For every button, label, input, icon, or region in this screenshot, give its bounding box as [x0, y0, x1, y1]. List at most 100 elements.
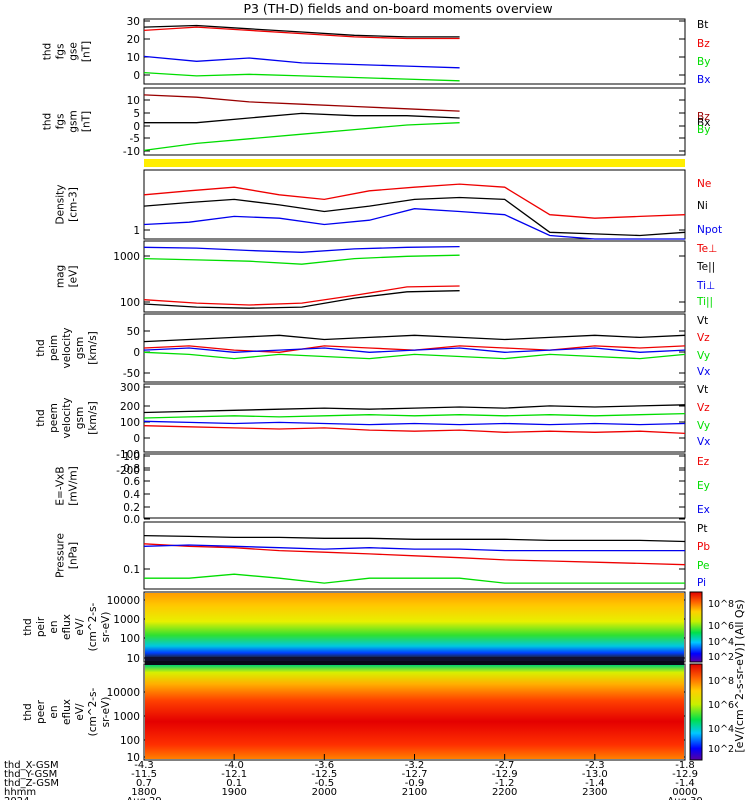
colorbar-label: [eV/(cm^2-s-sr-eV)] (All Qs) — [733, 599, 746, 752]
series-fgs-gsm-By — [143, 122, 460, 152]
panel-frame — [143, 169, 686, 240]
x-tick-label: -1.4 — [675, 778, 695, 789]
series-temperature-Te⊥ — [143, 285, 460, 306]
y-tick-label: 10000 — [107, 687, 140, 699]
y-tick-label: 0 — [133, 121, 140, 133]
x-tick-label: 0000 — [672, 787, 697, 798]
x-tick-label: -3.6 — [315, 760, 335, 771]
series-fgs-gsm-Bz — [143, 94, 460, 112]
legend-By: By — [697, 56, 710, 68]
legend-Vy: Vy — [697, 420, 710, 432]
y-tick-label: 1 — [133, 225, 140, 237]
x-tick-label: 2300 — [582, 787, 607, 798]
legend-Ti⊥: Ti⊥ — [696, 280, 715, 292]
legend-Pb: Pb — [697, 541, 710, 553]
legend-Ey: Ey — [697, 480, 710, 492]
y-axis-label: [nPa] — [68, 542, 80, 569]
x-tick-label: -1.2 — [495, 778, 515, 789]
x-tick-label: Aug 30 — [667, 796, 702, 800]
panel-frame — [143, 521, 686, 590]
series-peim-velocity-Vx — [143, 347, 686, 353]
series-fgs-gse-Bz — [143, 26, 460, 40]
x-row-label: hhmm — [4, 787, 36, 798]
y-tick-label: 0.1 — [123, 564, 140, 576]
x-tick-label: -12.9 — [672, 769, 698, 780]
chart-title: P3 (TH-D) fields and on-board moments ov… — [243, 1, 552, 16]
panel-fgs-gse: 30 20 10 0 thd fgs gse [nT] Bt Bz By Bx — [42, 16, 711, 86]
y-tick-label: -200 — [116, 465, 140, 477]
colorbar-bottom — [689, 663, 703, 761]
y-tick-label: 10 — [127, 95, 140, 107]
x-tick-label: -1.4 — [585, 778, 605, 789]
y-tick-label: 300 — [120, 382, 140, 394]
y-tick-label: 100 — [120, 297, 140, 309]
series-fgs-gsm-Bx — [144, 112, 460, 124]
x-tick-label: Aug 29 — [126, 796, 161, 800]
x-tick-label: -12.1 — [221, 769, 247, 780]
y-tick-label: 1000 — [113, 251, 140, 263]
panel-density: 1 Density [cm-3] Ne Ni Npot — [55, 169, 722, 240]
y-axis-label: eV/ — [74, 703, 86, 721]
panel-frame — [143, 383, 686, 453]
spectrogram-peer — [145, 665, 684, 759]
y-axis-label: (cm^2-s- — [87, 602, 99, 651]
panel-frame — [143, 18, 686, 85]
legend-Pe: Pe — [697, 560, 709, 572]
y-tick-label: 0 — [133, 433, 140, 445]
x-tick-label: -12.9 — [492, 769, 518, 780]
x-tick-label: 0.7 — [136, 778, 152, 789]
y-axis-label: velocity — [61, 397, 73, 438]
series-peem-velocity-Vt — [143, 404, 686, 414]
legend-Te⊥: Te⊥ — [696, 243, 717, 255]
series-peem-velocity-Vy — [143, 412, 686, 419]
y-axis-label: gsm — [74, 407, 86, 429]
legend-Te||: Te|| — [696, 261, 715, 273]
series-temperature-Te|| — [143, 290, 460, 309]
series-temperature-Ti|| — [143, 254, 460, 265]
y-tick-label: 30 — [127, 16, 140, 28]
y-axis-label: eV/ — [74, 618, 86, 636]
y-axis-label: velocity — [61, 327, 73, 368]
x-row-label: thd_Y-GSM — [4, 769, 57, 780]
series-density-Ne — [143, 183, 686, 219]
y-tick-label: 10 — [127, 52, 140, 64]
x-tick-label: 1900 — [221, 787, 246, 798]
x-tick-label: -0.9 — [405, 778, 425, 789]
y-axis-label: sr-eV) — [100, 612, 112, 643]
colorbar-tick-label: 10^2 — [708, 652, 734, 663]
y-axis-label: Pressure — [55, 533, 67, 578]
x-tick-label: -2.3 — [585, 760, 605, 771]
legend-Bz: Bz — [697, 111, 710, 123]
legend-Vt: Vt — [697, 315, 708, 327]
y-axis-label: peim — [48, 335, 60, 361]
series-pressure-Pt — [143, 534, 686, 543]
legend-Ti||: Ti|| — [696, 296, 713, 308]
x-tick-label: -13.0 — [582, 769, 608, 780]
y-axis-label: gse — [68, 42, 80, 61]
y-tick-label: 100 — [120, 633, 140, 645]
status-bar — [144, 159, 685, 167]
x-tick-label: -4.3 — [134, 760, 154, 771]
y-axis-label: fgs — [55, 114, 67, 130]
y-axis-label: thd — [22, 618, 34, 635]
panel-frame — [143, 313, 686, 383]
panel-frame — [143, 87, 686, 156]
x-tick-label: -3.2 — [405, 760, 425, 771]
panel-temperature: 1000 100 mag [eV] Te⊥ Te|| Ti⊥ Ti|| — [55, 240, 717, 313]
x-row-label: thd_X-GSM — [4, 760, 59, 771]
x-tick-label: -1.8 — [675, 760, 695, 771]
series-density-Npot — [143, 208, 685, 240]
y-axis-label: thd — [35, 409, 47, 426]
panel-frame — [143, 453, 686, 519]
x-tick-label: 1800 — [131, 787, 156, 798]
series-peem-velocity-Vz — [143, 425, 686, 435]
y-axis-label: [nT] — [81, 41, 93, 62]
series-density-Ni — [143, 196, 686, 237]
y-axis-label: E=-VxB — [55, 466, 67, 505]
y-tick-label: -100 — [116, 449, 140, 461]
legend-Vz: Vz — [697, 332, 710, 344]
series-fgs-gse-Bt — [143, 24, 460, 38]
y-axis-label: [mV/m] — [68, 466, 80, 505]
legend-Vx: Vx — [697, 436, 710, 448]
